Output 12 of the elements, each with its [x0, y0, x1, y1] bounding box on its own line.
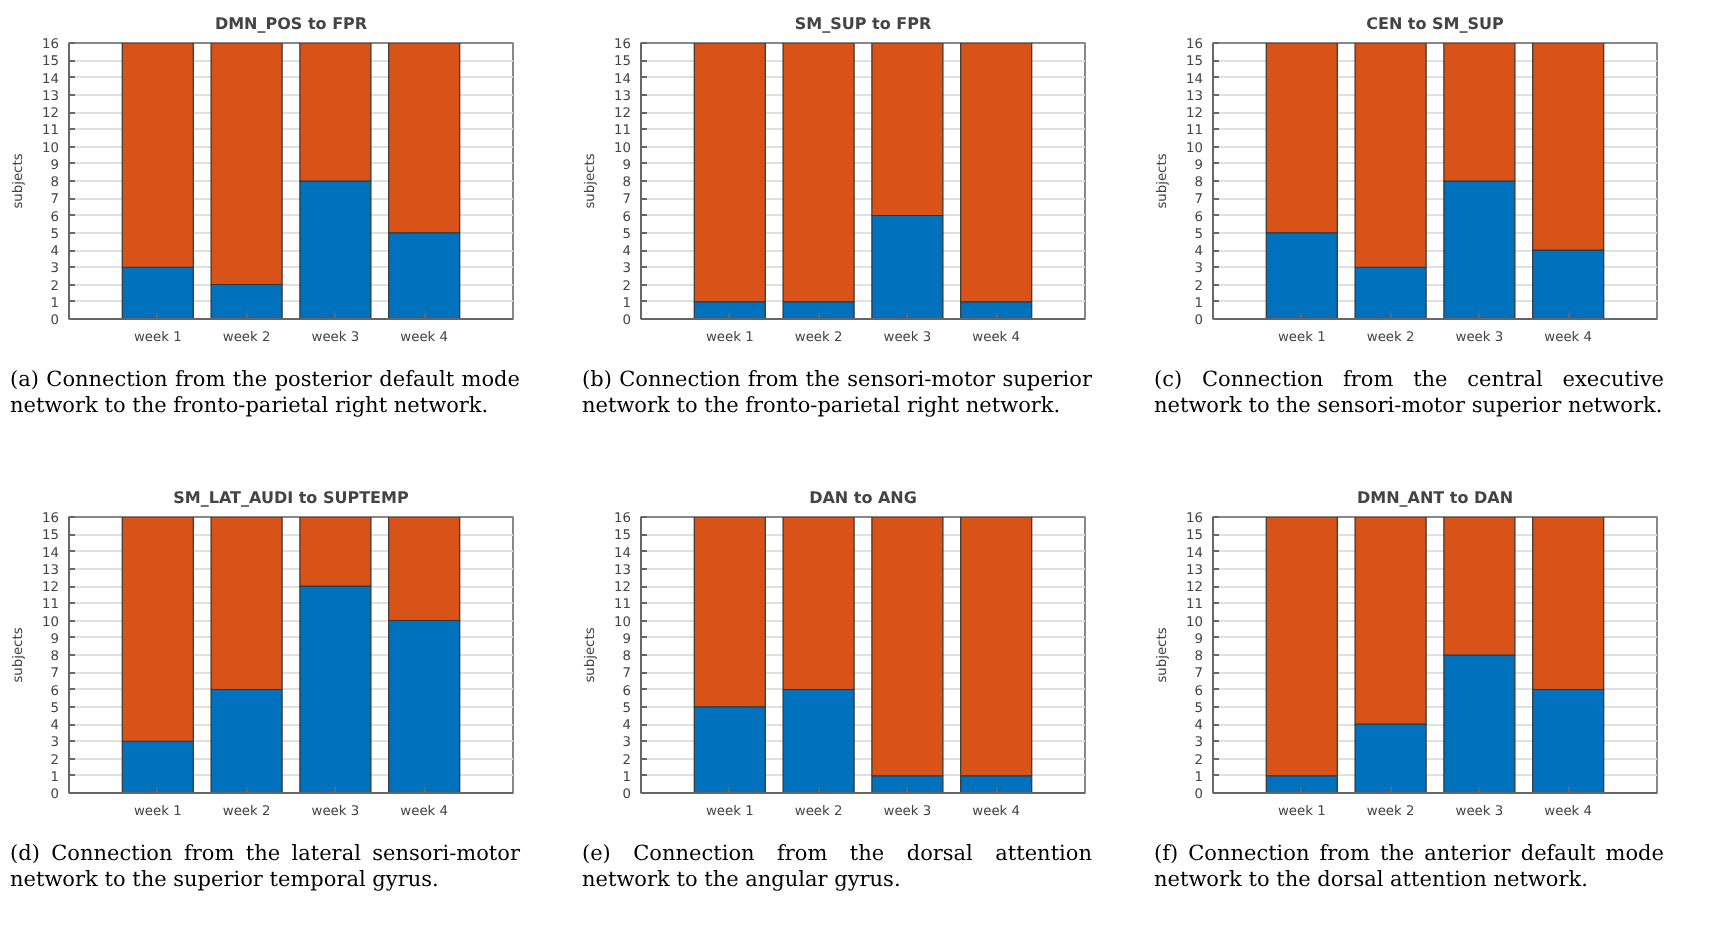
chart-title: DAN to ANG [809, 489, 917, 507]
chart-title: SM_SUP to FPR [794, 15, 932, 33]
chart-title: CEN to SM_SUP [1366, 15, 1505, 33]
text: (f) Connection from the anterior default mode network to the dorsal attention network. [1154, 842, 1664, 893]
chart-title: SM_LAT_AUDI to SUPTEMP [173, 489, 409, 507]
chart-title: DMN_ANT to DAN [1356, 489, 1514, 507]
text: (c) Connection from the central executive network to the sensori-motor superior network. [1154, 368, 1664, 419]
text: (b) Connection from the sensori-motor superior network to the fronto-parietal right network. [582, 368, 1092, 419]
text: (a) Connection from the posterior default mode network to the fronto-parietal right network. [10, 368, 520, 419]
text: (d) Connection from the lateral sensori-motor network to the superior temporal gyrus. [10, 842, 520, 893]
chart-title: DMN_POS to FPR [214, 15, 368, 33]
text: (e) Connection from the dorsal attention network to the angular gyrus. [582, 842, 1092, 893]
